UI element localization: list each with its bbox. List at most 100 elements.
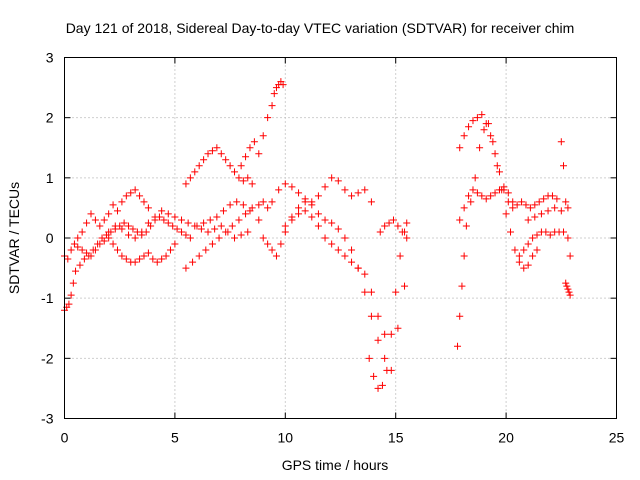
data-point [74,234,82,242]
data-point [531,201,539,209]
data-point [542,228,550,236]
data-point [396,252,404,260]
data-point [140,252,148,260]
data-point [308,201,316,209]
data-point [65,300,73,308]
data-point [513,201,521,209]
data-point [113,246,121,254]
data-point [374,384,382,392]
data-point [171,240,179,248]
data-point [100,237,108,245]
data-point [144,204,152,212]
data-point [200,219,208,227]
data-point [255,201,263,209]
data-point [557,207,565,215]
data-point [456,144,464,152]
data-point [557,138,565,146]
data-point [242,153,250,161]
data-point [118,225,126,233]
axis-ticks [64,57,617,419]
data-point [222,156,230,164]
data-point [217,222,225,230]
data-point [244,174,252,182]
data-point [520,246,528,254]
data-point [195,252,203,260]
data-point [469,117,477,125]
data-point [403,219,411,227]
data-point [482,195,490,203]
data-point [526,204,534,212]
data-point [189,258,197,266]
data-point [394,222,402,230]
data-point [456,312,464,320]
x-tick-label: 0 [61,430,69,446]
data-point [259,132,267,140]
data-point [467,198,475,206]
data-point [341,252,349,260]
data-point [72,267,80,275]
data-point [328,174,336,182]
data-point [250,138,258,146]
data-point [321,216,329,224]
data-point [295,189,303,197]
data-point [509,198,517,206]
data-point [348,246,356,254]
data-point [268,198,276,206]
data-point [548,192,556,200]
data-point [166,246,174,254]
data-point [208,147,216,155]
x-tick-label: 10 [278,430,294,446]
x-tick-label: 15 [388,430,404,446]
data-point [246,207,254,215]
data-point [204,150,212,158]
data-point [169,222,177,230]
data-point [565,288,573,296]
data-point [149,255,157,263]
data-point [387,330,395,338]
data-point [125,231,133,239]
data-point [462,222,470,230]
data-point [383,366,391,374]
data-point [248,180,256,188]
data-point [465,123,473,131]
data-point [465,192,473,200]
series-arc-P [456,183,517,224]
series-arc-N [454,120,541,350]
series-arc-E [182,144,256,188]
data-point [348,192,356,200]
data-point [553,195,561,203]
data-point [67,291,75,299]
data-point [264,204,272,212]
data-point [100,216,108,224]
data-point [370,372,378,380]
data-point [87,210,95,218]
data-point [235,174,243,182]
data-point [560,228,568,236]
data-point [164,219,172,227]
data-point [403,234,411,242]
data-point [140,198,148,206]
data-point [109,201,117,209]
data-point [131,258,139,266]
data-point [244,228,252,236]
data-point [118,252,126,260]
data-point [361,270,369,278]
data-point [182,231,190,239]
data-point [255,216,263,224]
data-point [233,198,241,206]
data-point [279,81,287,89]
data-point [560,162,568,170]
data-point [105,228,113,236]
data-point [398,228,406,236]
data-point [111,222,119,230]
series-arc-O [456,111,561,212]
data-point [482,120,490,128]
y-axis-label: SDTVAR / TECUs [6,182,22,294]
data-point [131,234,139,242]
data-point [378,381,386,389]
data-point [200,156,208,164]
x-tick-label: 25 [609,430,625,446]
data-point [195,162,203,170]
data-point [259,198,267,206]
